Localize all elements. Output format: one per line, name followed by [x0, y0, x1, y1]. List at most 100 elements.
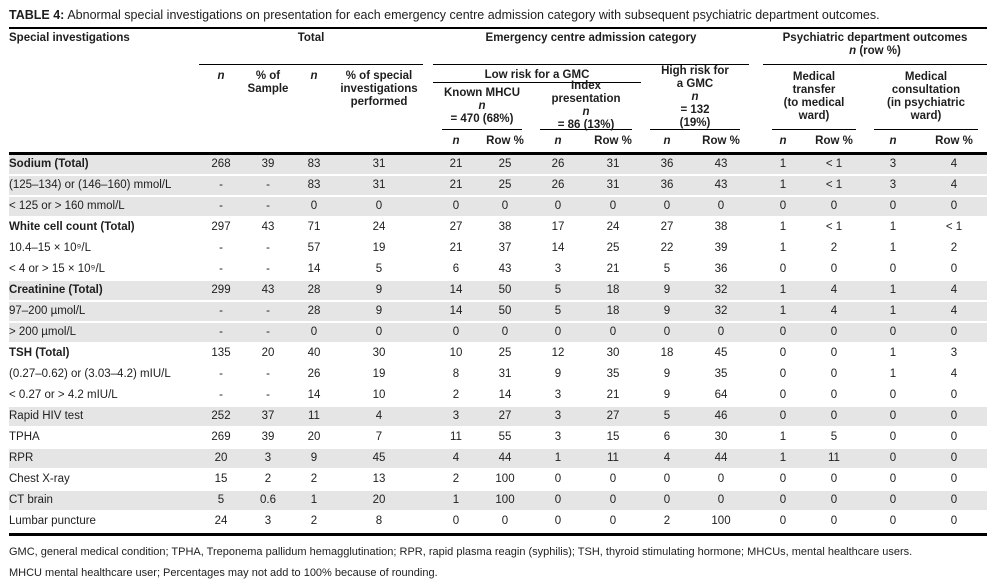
cell-value: 0	[501, 515, 509, 527]
column-header-index-n: n	[554, 134, 562, 147]
cell-value: 21	[606, 389, 620, 401]
bottom-rule	[9, 533, 987, 536]
cell-value: 0	[663, 200, 671, 212]
cell-value: -	[266, 368, 270, 380]
cell-value: 24	[214, 515, 228, 527]
cell-value: 0	[375, 200, 383, 212]
table-row: Lumbar puncture 24 3 2 8 0 0 0 0 2 100 0 0 0 0	[9, 512, 987, 533]
row-label: TSH (Total)	[9, 347, 70, 359]
column-group-medical-transfer-label: Medical transfer (to medical ward)	[772, 65, 856, 130]
cell-value: 55	[498, 431, 512, 443]
cell-value: 0	[663, 494, 671, 506]
cell-value: -	[266, 326, 270, 338]
column-group-medical-transfer: Medical transfer (to medical ward)	[763, 65, 865, 130]
cell-value: 31	[372, 158, 386, 170]
cell-value: 0	[452, 326, 460, 338]
cell-value: 14	[449, 284, 463, 296]
cell-value: 135	[211, 347, 231, 359]
cell-value: 14	[498, 389, 512, 401]
cell-value: 0	[452, 200, 460, 212]
cell-value: 5	[554, 305, 562, 317]
cell-value: 0	[830, 200, 838, 212]
table-row: Sodium (Total) 268 39 83 31 21 25 26 31 36 43 1 < 1 3…	[9, 155, 987, 176]
cell-value: 3	[264, 515, 272, 527]
cell-value: 100	[495, 494, 515, 506]
cell-value: 1	[889, 221, 897, 233]
cell-value: 30	[714, 431, 728, 443]
cell-value: 0	[501, 326, 509, 338]
cell-value: 0	[717, 473, 725, 485]
cell-value: 10	[372, 389, 386, 401]
cell-value: 0	[609, 326, 617, 338]
cell-value: 21	[606, 263, 620, 275]
cell-value: 0	[830, 473, 838, 485]
cell-value: 0	[609, 494, 617, 506]
cell-value: 18	[606, 305, 620, 317]
cell-value: 0	[889, 389, 897, 401]
row-label: Sodium (Total)	[9, 158, 89, 170]
cell-value: 0	[950, 326, 958, 338]
column-header-special-investigations: Special investigations	[9, 32, 130, 44]
cell-value: 18	[606, 284, 620, 296]
cell-value: -	[266, 389, 270, 401]
cell-value: 27	[606, 410, 620, 422]
cell-value: -	[219, 326, 223, 338]
cell-value: 0	[779, 326, 787, 338]
cell-value: 3	[554, 431, 562, 443]
cell-value: 37	[261, 410, 275, 422]
cell-value: 5	[217, 494, 225, 506]
cell-value: 27	[660, 221, 674, 233]
column-header-total-n2: n	[310, 70, 318, 82]
cell-value: 36	[660, 179, 674, 191]
row-label: TPHA	[9, 431, 40, 443]
cell-value: 0	[950, 452, 958, 464]
header-rule	[9, 152, 987, 155]
cell-value: 14	[307, 263, 321, 275]
cell-value: 1	[779, 158, 787, 170]
column-group-psych-outcomes: Psychiatric department outcomes n (row %…	[763, 29, 987, 65]
cell-value: 44	[714, 452, 728, 464]
cell-value: 5	[663, 263, 671, 275]
cell-value: 50	[498, 284, 512, 296]
cell-value: 39	[261, 431, 275, 443]
cell-value: 1	[779, 305, 787, 317]
table-title: TABLE 4: Abnormal special investigations …	[9, 6, 987, 23]
cell-value: 3	[950, 347, 958, 359]
cell-value: 0	[310, 200, 318, 212]
cell-value: 2	[264, 473, 272, 485]
cell-value: 28	[307, 305, 321, 317]
row-label: Chest X-ray	[9, 473, 70, 485]
cell-value: -	[219, 263, 223, 275]
cell-value: 50	[498, 305, 512, 317]
cell-value: 0	[310, 326, 318, 338]
column-group-index-presentation-label: Index presentation n = 86 (13%)	[540, 80, 632, 131]
cell-value: -	[219, 200, 223, 212]
footnotes: GMC, general medical condition; TPHA, Tr…	[9, 545, 987, 580]
cell-value: 21	[449, 158, 463, 170]
cell-value: 4	[950, 179, 958, 191]
cell-value: -	[266, 200, 270, 212]
cell-value: 2	[452, 473, 460, 485]
cell-value: 4	[950, 305, 958, 317]
cell-value: 0	[830, 515, 838, 527]
cell-value: 21	[449, 242, 463, 254]
cell-value: 21	[449, 179, 463, 191]
cell-value: 36	[714, 263, 728, 275]
cell-value: 20	[372, 494, 386, 506]
cell-value: 0	[889, 452, 897, 464]
cell-value: 6	[452, 263, 460, 275]
footnote-rounding: MHCU mental healthcare user; Percentages…	[9, 567, 438, 579]
cell-value: 11	[450, 431, 462, 443]
cell-value: 0	[554, 200, 562, 212]
column-group-low-risk-gmc: Low risk for a GMC	[433, 65, 641, 83]
cell-value: 28	[307, 284, 321, 296]
table-row: > 200 µmol/L - - 0 0 0 0 0 0 0 0 0 0 0 0	[9, 323, 987, 344]
cell-value: 8	[375, 515, 383, 527]
cell-value: 0	[950, 410, 958, 422]
cell-value: 10	[449, 347, 463, 359]
cell-value: 8	[452, 368, 460, 380]
cell-value: 0	[950, 473, 958, 485]
cell-value: 14	[551, 242, 565, 254]
cell-value: 6	[663, 431, 671, 443]
cell-value: 0	[663, 473, 671, 485]
